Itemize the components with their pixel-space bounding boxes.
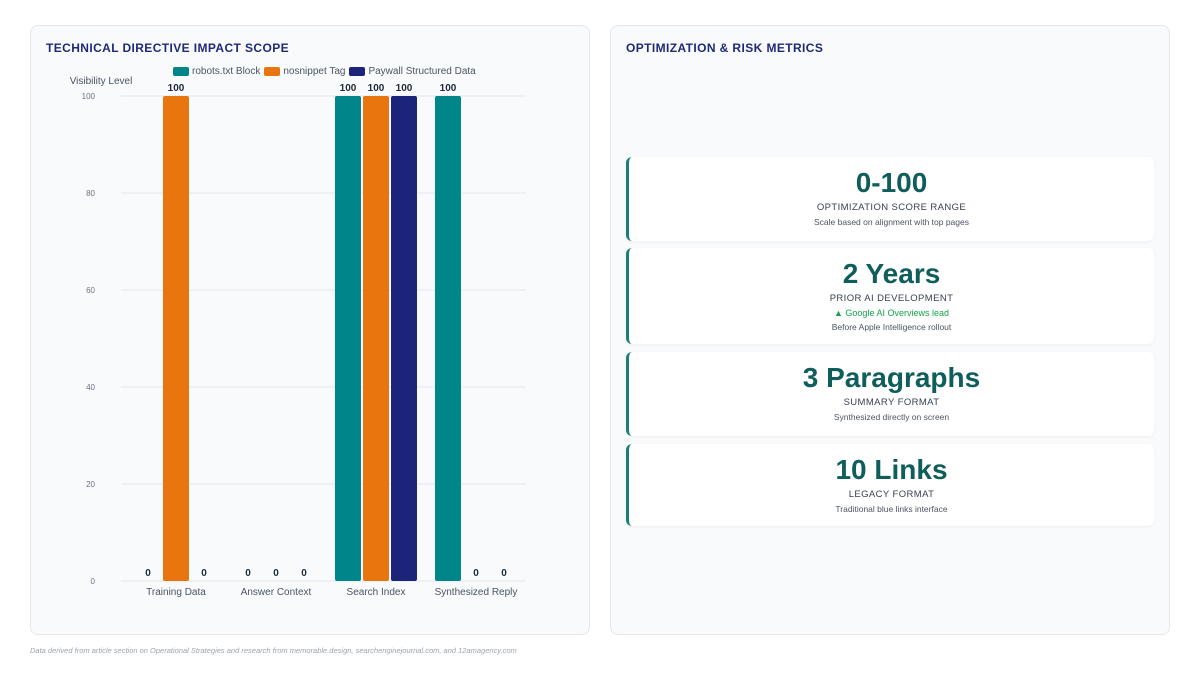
metric-label: SUMMARY FORMAT <box>843 396 940 408</box>
legend-label-robots: robots.txt Block <box>192 66 261 77</box>
bar-chart: Visibility Level 0 20 40 60 80 100 0 100 0 Train… <box>70 76 526 598</box>
x-tick-label: Synthesized Reply <box>435 587 518 598</box>
x-tick-label: Training Data <box>146 587 206 598</box>
legend-item-nosnippet[interactable]: nosnippet Tag <box>264 66 345 77</box>
y-tick-label: 60 <box>86 286 95 295</box>
metrics-title: OPTIMIZATION & RISK METRICS <box>626 41 824 55</box>
metric-description: Synthesized directly on screen <box>833 411 950 422</box>
y-tick-label: 80 <box>86 189 95 198</box>
impact-scope-title: TECHNICAL DIRECTIVE IMPACT SCOPE <box>46 41 290 55</box>
legend-swatch-paywall <box>349 67 366 76</box>
bar <box>335 96 361 581</box>
data-label: 100 <box>340 83 357 94</box>
chart-legend: robots.txt Block nosnippet Tag Paywall S… <box>173 66 480 77</box>
legend-swatch-nosnippet <box>264 67 281 76</box>
data-label: 100 <box>440 83 457 94</box>
y-tick-label: 0 <box>91 577 96 586</box>
metrics-panel: OPTIMIZATION & RISK METRICS 0-100 OPTIMI… <box>610 25 1170 635</box>
metric-value: 0-100 <box>855 167 928 198</box>
y-tick-label: 40 <box>86 383 95 392</box>
metric-card-prior-ai: 2 Years PRIOR AI DEVELOPMENT ▲ Google AI… <box>626 248 1154 344</box>
metric-description: Scale based on alignment with top pages <box>814 216 969 227</box>
legend-item-paywall[interactable]: Paywall Structured Data <box>349 66 476 77</box>
metric-label: LEGACY FORMAT <box>848 488 935 500</box>
metric-card-legacy-format: 10 Links LEGACY FORMAT Traditional blue … <box>626 444 1154 526</box>
labels-layer: 0 100 0 Training Data 0 0 0 Answer Context 100 10… <box>145 83 517 598</box>
data-label: 0 <box>273 568 279 579</box>
data-label: 0 <box>301 568 307 579</box>
bars-layer <box>163 96 461 581</box>
metric-card-summary-format: 3 Paragraphs SUMMARY FORMAT Synthesized … <box>626 352 1154 436</box>
impact-scope-panel: TECHNICAL DIRECTIVE IMPACT SCOPE robots.… <box>30 25 590 635</box>
data-label: 0 <box>501 568 507 579</box>
data-label: 0 <box>201 568 207 579</box>
data-label: 100 <box>396 83 413 94</box>
data-label: 0 <box>245 568 251 579</box>
data-label: 0 <box>145 568 151 579</box>
legend-label-nosnippet: nosnippet Tag <box>283 66 346 77</box>
x-tick-label: Search Index <box>347 587 406 598</box>
x-tick-label: Answer Context <box>241 587 312 598</box>
legend-swatch-robots <box>173 67 189 76</box>
data-label: 100 <box>368 83 385 94</box>
y-axis-title: Visibility Level <box>70 76 133 87</box>
source-note: Data derived from article section on Ope… <box>30 646 517 655</box>
data-label: 0 <box>473 568 479 579</box>
metric-label: PRIOR AI DEVELOPMENT <box>829 292 954 304</box>
metric-description: Traditional blue links interface <box>835 503 948 514</box>
legend-label-paywall: Paywall Structured Data <box>368 66 476 77</box>
bar <box>435 96 461 581</box>
legend-item-robots[interactable]: robots.txt Block <box>173 66 260 77</box>
metric-card-score-range: 0-100 OPTIMIZATION SCORE RANGE Scale bas… <box>626 157 1154 241</box>
metric-value: 10 Links <box>835 454 948 485</box>
bar <box>163 96 189 581</box>
metric-value: 2 Years <box>842 258 941 289</box>
data-label: 100 <box>168 83 185 94</box>
bar <box>391 96 417 581</box>
y-tick-label: 20 <box>86 480 95 489</box>
bar <box>363 96 389 581</box>
metric-description: Before Apple Intelligence rollout <box>831 321 952 332</box>
metric-trend: ▲ Google AI Overviews lead <box>834 307 949 318</box>
metric-label: OPTIMIZATION SCORE RANGE <box>816 201 967 213</box>
y-tick-label: 100 <box>82 92 96 101</box>
metric-value: 3 Paragraphs <box>802 362 981 393</box>
